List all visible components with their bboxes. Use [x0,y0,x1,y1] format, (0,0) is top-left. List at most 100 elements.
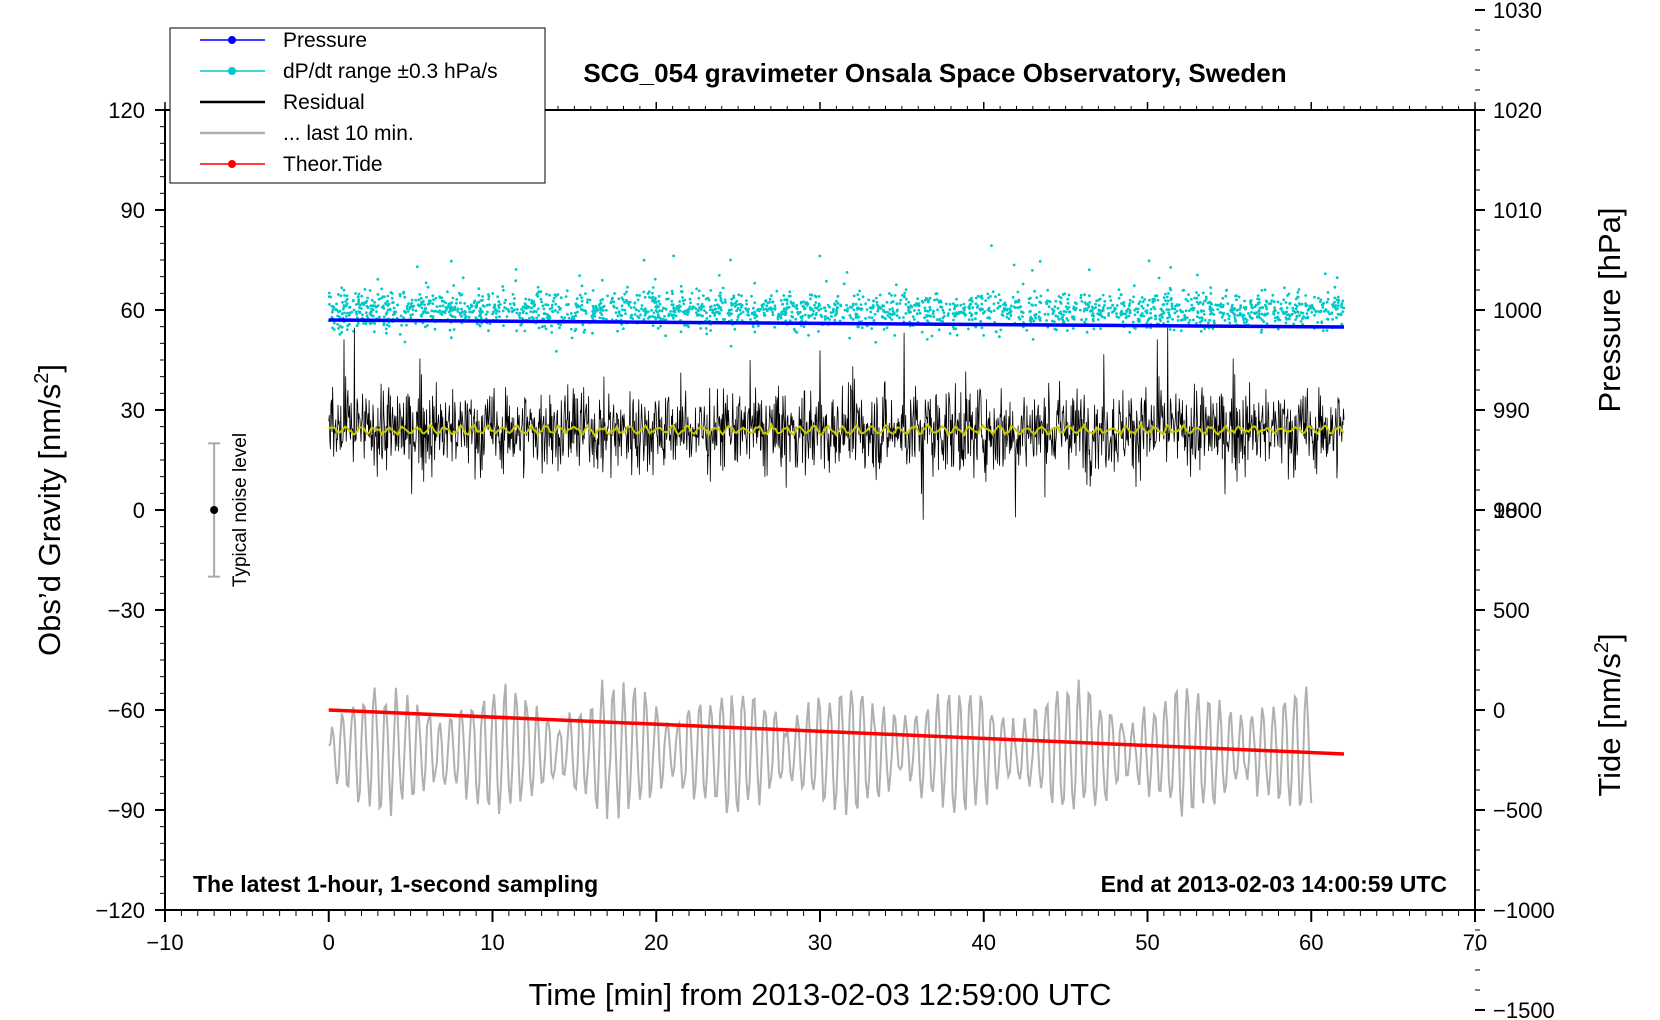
dpdt-point [1030,269,1034,272]
dpdt-point [753,330,757,334]
dpdt-point [672,306,675,310]
dpdt-point [759,307,762,311]
pressure-tick-label: 1010 [1493,198,1542,223]
dpdt-point [1202,309,1206,313]
dpdt-point [887,292,891,295]
dpdt-point [1021,282,1025,286]
dpdt-point [1103,300,1107,303]
dpdt-point [505,315,509,318]
dpdt-point [886,310,890,314]
dpdt-point [1295,304,1299,308]
dpdt-point [600,278,604,282]
dpdt-point [1167,292,1170,295]
dpdt-point [980,294,983,298]
dpdt-point [1193,296,1197,300]
dpdt-point [416,303,420,307]
dpdt-point [345,294,349,298]
dpdt-point [654,298,657,302]
dpdt-point [669,310,672,313]
dpdt-point [941,316,945,320]
dpdt-point [623,292,627,296]
dpdt-point [708,314,712,318]
dpdt-point [1287,317,1291,321]
dpdt-point [854,316,858,319]
dpdt-point [1326,310,1330,314]
dpdt-point [1169,297,1173,300]
dpdt-point [406,310,410,313]
dpdt-point [738,308,742,312]
dpdt-point [669,313,673,317]
dpdt-point [513,308,516,311]
dpdt-point [1250,305,1254,309]
dpdt-point [923,306,927,310]
dpdt-point [537,326,541,330]
dpdt-point [541,304,545,308]
dpdt-point [1217,303,1221,307]
dpdt-point [1083,293,1086,297]
dpdt-point [424,281,428,285]
dpdt-point [398,294,402,298]
dpdt-point [1182,288,1186,292]
dpdt-point [773,325,776,329]
dpdt-point [888,312,892,316]
dpdt-point [929,314,932,318]
dpdt-point [584,292,587,295]
dpdt-point [344,300,347,303]
dpdt-point [548,315,552,318]
dpdt-point [1296,290,1300,294]
dpdt-point [342,305,346,309]
dpdt-point [1340,322,1344,326]
dpdt-point [502,324,505,327]
dpdt-point [938,317,942,321]
dpdt-point [620,314,624,317]
dpdt-point [858,289,862,293]
x-tick-label: 70 [1463,930,1487,955]
dpdt-point [1167,311,1170,315]
dpdt-point [346,311,349,315]
dpdt-point [998,305,1001,308]
dpdt-point [1009,314,1013,317]
dpdt-point [1231,311,1235,315]
dpdt-point [632,306,636,309]
dpdt-point [358,310,362,314]
dpdt-point [1161,309,1164,313]
dpdt-point [1101,308,1105,312]
dpdt-point [749,318,752,321]
dpdt-point [948,302,952,306]
dpdt-point [997,293,1001,296]
dpdt-point [332,305,336,309]
dpdt-point [1284,321,1288,325]
dpdt-point [644,307,647,311]
dpdt-point [999,328,1003,332]
dpdt-point [1256,294,1260,297]
dpdt-point [968,305,971,308]
dpdt-point [1208,300,1211,304]
dpdt-point [645,310,648,313]
dpdt-point [1342,306,1346,310]
dpdt-point [756,308,759,312]
dpdt-point [491,292,495,295]
dpdt-point [376,277,380,281]
dpdt-point [753,281,757,285]
dpdt-point [1050,307,1054,311]
dpdt-point [715,317,719,321]
dpdt-point [1084,317,1088,321]
dpdt-point [1166,320,1170,323]
dpdt-point [857,297,861,301]
dpdt-point [616,329,619,333]
dpdt-point [563,316,567,320]
dpdt-point [802,300,806,304]
dpdt-point [963,314,967,317]
dpdt-point [736,315,740,319]
dpdt-point [992,309,996,312]
dpdt-point [478,309,481,313]
dpdt-point [1261,306,1265,309]
dpdt-point [881,304,884,307]
dpdt-point [911,315,915,319]
dpdt-point [773,304,777,308]
dpdt-point [1281,310,1284,313]
dpdt-point [783,298,787,302]
dpdt-point [1159,319,1162,322]
dpdt-point [591,304,595,308]
dpdt-point [604,308,608,312]
